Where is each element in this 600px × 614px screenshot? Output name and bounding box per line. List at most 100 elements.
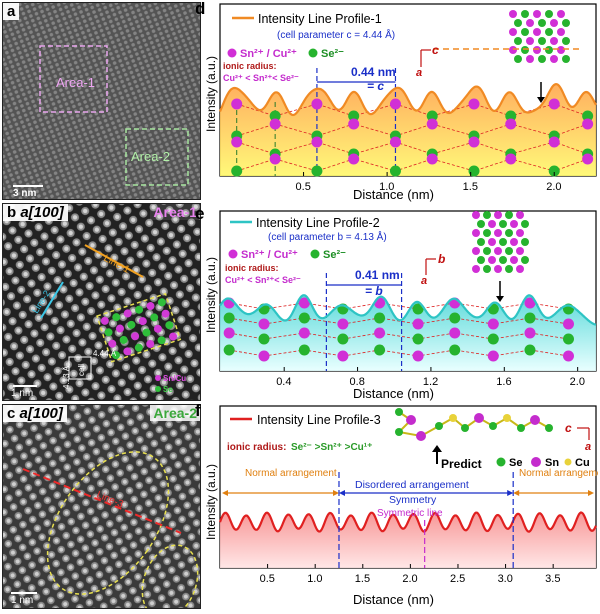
se-atom: [545, 424, 553, 432]
inset-atom: [538, 19, 546, 27]
profile-3-svg: 0.5 1.0 1.5 2.0 2.5 3.0 3.5 Intensity Line Pro…: [204, 405, 600, 607]
inset-atom: [494, 247, 502, 255]
sncu-atom: [337, 318, 349, 330]
bond-line: [236, 141, 588, 155]
svg-text:b: b: [438, 252, 445, 266]
distance-value-e: 0.41 nm: [355, 268, 400, 282]
inset-atom: [550, 55, 558, 63]
se-atom: [524, 312, 536, 324]
sncu-atom: [374, 327, 386, 339]
scale-bar-b-label: 1 nm: [11, 388, 33, 399]
se-atom: [395, 428, 403, 436]
sncu-atom: [169, 332, 178, 341]
disorder-region-2: [141, 544, 199, 608]
sncu-atom: [269, 118, 281, 130]
sn-atom: [416, 431, 426, 441]
sncu-label-d: Sn²⁺ / Cu²⁺: [240, 48, 297, 60]
sncu-atom: [524, 297, 536, 309]
svg-text:cell: cell: [77, 364, 86, 376]
inset-atom: [516, 229, 524, 237]
ionic-label-f: ionic radius:: [227, 442, 286, 453]
sncu-atom: [548, 136, 560, 148]
cell-note-e: (cell parameter b = 4.13 Å): [268, 230, 387, 243]
sncu-atom: [562, 350, 574, 362]
panel-letter-a: a: [3, 3, 20, 20]
inset-atom: [505, 229, 513, 237]
panel-letter-b: b a[100]: [3, 204, 68, 221]
inset-atom: [562, 37, 570, 45]
sncu-atom: [146, 302, 155, 311]
se-atom: [435, 422, 443, 430]
inset-atom: [510, 238, 518, 246]
inset-atom: [505, 247, 513, 255]
sncu-label-e: Sn²⁺ / Cu²⁺: [241, 249, 298, 261]
sncu-atom: [161, 309, 170, 318]
inset-atom: [477, 256, 485, 264]
inset-atom: [483, 229, 491, 237]
symmetry-label: Symmetry: [389, 494, 437, 506]
se-atom: [298, 344, 310, 356]
panel-letter-e: e: [195, 204, 205, 223]
inset-atom: [514, 37, 522, 45]
inset-atom: [516, 211, 524, 219]
x-tick-label: 2.0: [402, 573, 417, 585]
inset-atom: [499, 238, 507, 246]
se-atom: [468, 165, 480, 177]
sncu-atom: [231, 136, 243, 148]
sncu-atom: [298, 327, 310, 339]
sn-label-f: Sn: [545, 457, 559, 469]
se-atom: [311, 165, 323, 177]
predict-label: Predict: [441, 457, 482, 471]
zone-axis-c: a[100]: [19, 405, 63, 422]
cu-label-f: Cu: [575, 457, 590, 469]
inset-atom: [557, 28, 565, 36]
sncu-atom: [389, 136, 401, 148]
stem-image-b: Line-1 Line-2 cell 4.44 Å 4.13 Å Sn/Cu S…: [3, 204, 200, 400]
inset-atom: [521, 10, 529, 18]
disordered-arrow-head: [507, 490, 514, 496]
axis-arrow-e: b a: [421, 252, 445, 287]
cell-note-d: (cell parameter c = 4.44 Å): [277, 28, 395, 41]
sn-atom: [530, 415, 540, 425]
sncu-atom: [389, 98, 401, 110]
sncu-atom: [123, 309, 132, 318]
x-tick-label: 3.0: [498, 573, 513, 585]
se-atom: [157, 336, 166, 345]
legend-title-e: Intensity Line Profile-2: [256, 216, 380, 230]
x-tick-label: 1.0: [379, 181, 394, 193]
se-atom: [487, 333, 499, 345]
sncu-atom: [146, 339, 155, 348]
se-atom: [104, 328, 113, 337]
inset-atom: [472, 247, 480, 255]
sncu-atom: [115, 324, 124, 333]
sncu-atom: [548, 98, 560, 110]
sncu-atom: [487, 350, 499, 362]
se-atom: [337, 333, 349, 345]
se-atom: [269, 110, 281, 122]
sncu-atom: [468, 136, 480, 148]
cu-atom: [503, 414, 511, 422]
sncu-atom: [562, 318, 574, 330]
disorder-region-1: [46, 451, 170, 595]
inset-atom: [505, 211, 513, 219]
se-atom: [223, 312, 235, 324]
se-atom: [348, 110, 360, 122]
inset-atom: [521, 28, 529, 36]
x-tick-label: 0.4: [276, 376, 291, 388]
inset-atom: [550, 19, 558, 27]
inset-atom: [494, 229, 502, 237]
normal-left-arrow-head: [222, 490, 228, 496]
area-2-box: [125, 128, 189, 186]
sncu-atom: [100, 316, 109, 325]
area-2-tag: Area-2: [150, 405, 200, 421]
crystal-inset-d: [509, 10, 570, 103]
sncu-atom: [426, 118, 438, 130]
ylabel-e: Intensity (a.u.): [204, 257, 218, 333]
se-atom: [449, 312, 461, 324]
se-atom: [150, 313, 159, 322]
svg-text:a: a: [585, 441, 591, 453]
svg-text:a: a: [416, 67, 422, 79]
inset-atom: [562, 19, 570, 27]
x-tick-label: 2.5: [450, 573, 465, 585]
sncu-atom: [231, 98, 243, 110]
